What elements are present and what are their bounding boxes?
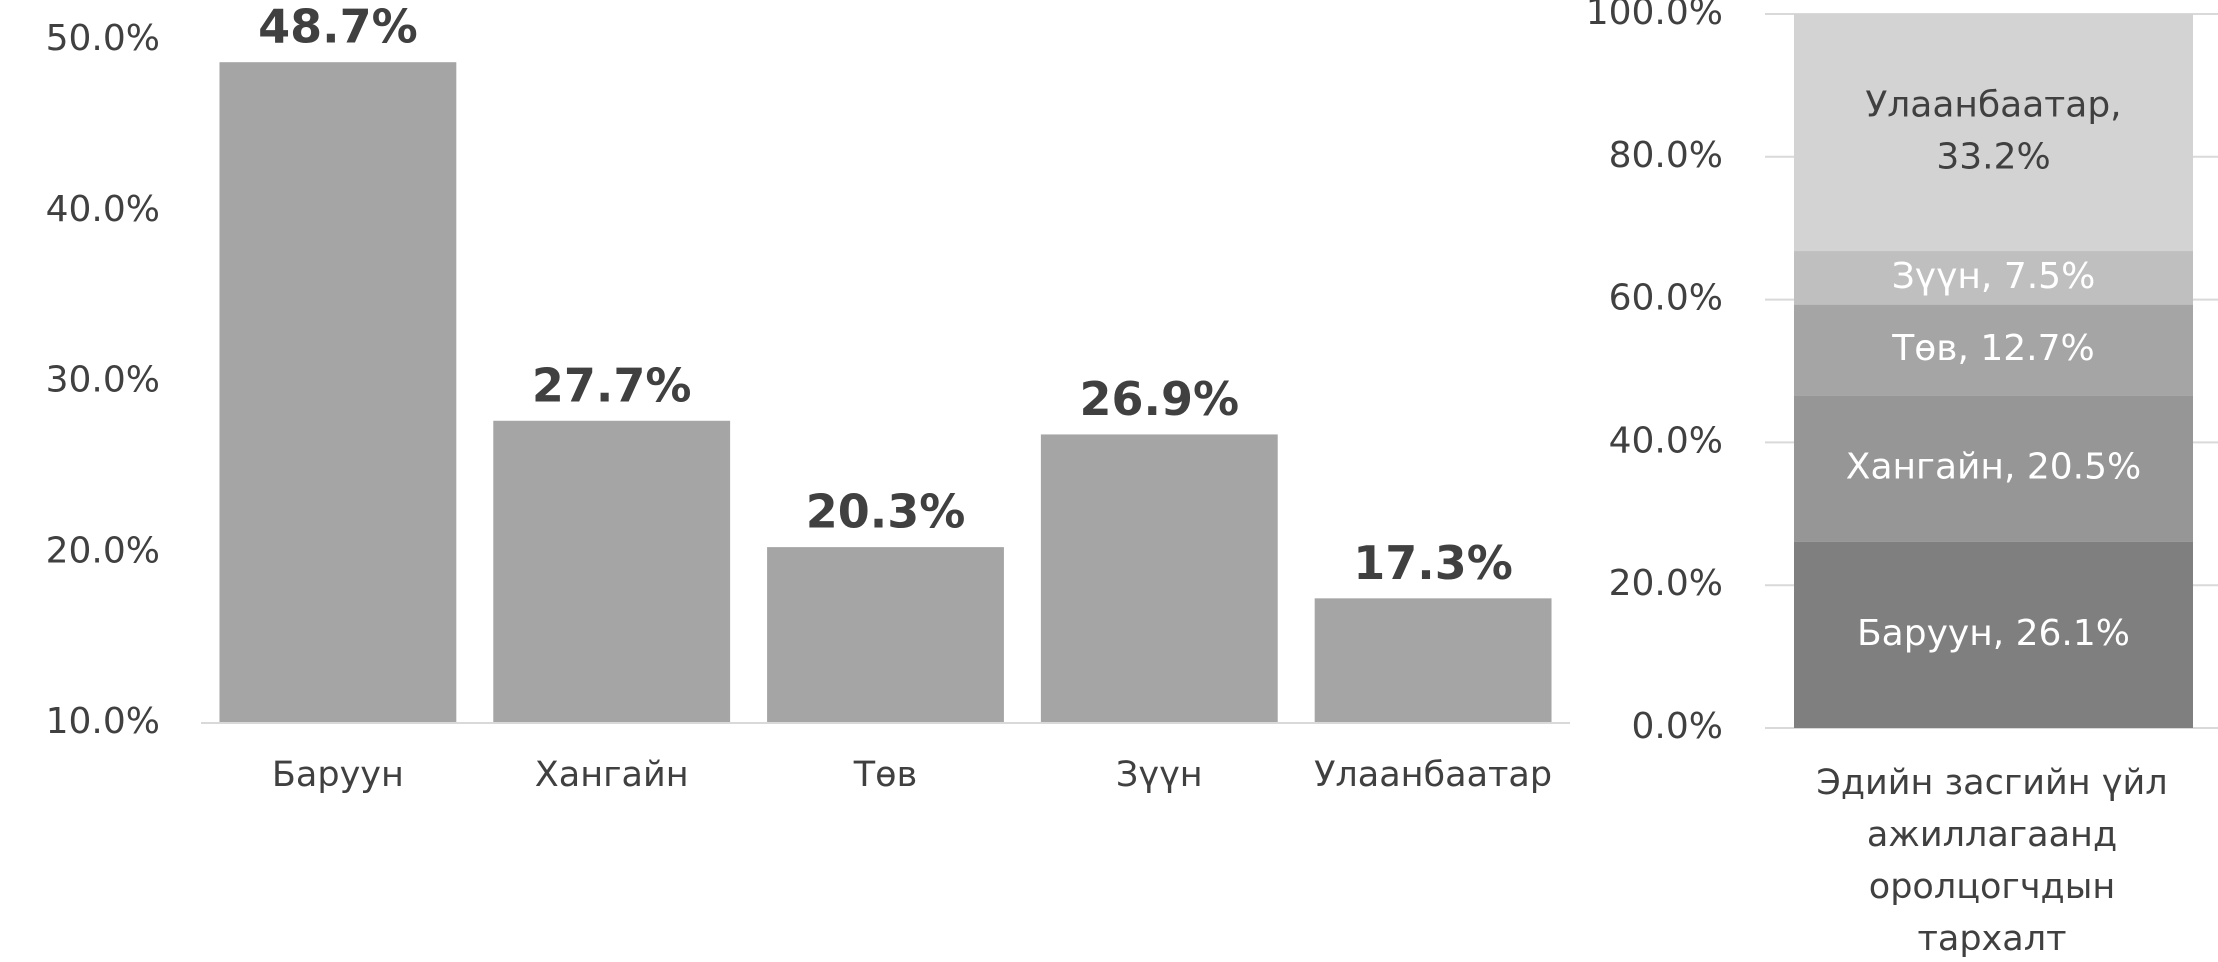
y-tick-label: 40.0% <box>46 189 160 230</box>
x-tick-label: Эдийн засгийн үйл ажиллагаанд оролцогчдын т… <box>1816 763 2167 959</box>
bar-segment <box>1794 14 2193 252</box>
bar <box>1314 598 1552 723</box>
y-tick-label: 20.0% <box>1609 563 1723 604</box>
segment-label: Зүүн, 7.5% <box>1892 256 2096 297</box>
y-tick-label: 100.0% <box>1586 0 1723 33</box>
y-tick-label: 40.0% <box>1609 420 1723 461</box>
y-tick-label: 80.0% <box>1609 135 1723 176</box>
segment-label: Төв, 12.7% <box>1891 328 2094 369</box>
segment-label: Улаанбаатар, 33.2% <box>1865 85 2121 178</box>
x-tick-label: Зүүн <box>1116 755 1203 795</box>
x-tick-label: Улаанбаатар <box>1314 755 1552 795</box>
y-tick-label: 50.0% <box>46 18 160 59</box>
bar <box>219 62 457 723</box>
y-tick-label: 20.0% <box>46 530 160 571</box>
data-label: 20.3% <box>806 485 966 539</box>
x-tick-label: Баруун <box>272 755 404 795</box>
segment-label: Баруун, 26.1% <box>1857 613 2130 654</box>
data-label: 27.7% <box>532 358 692 412</box>
y-tick-label: 0.0% <box>1632 706 1723 747</box>
data-label: 48.7% <box>258 0 418 54</box>
bar-segment <box>1794 251 2193 305</box>
data-label: 17.3% <box>1353 536 1513 590</box>
bar-segment <box>1794 395 2193 542</box>
y-tick-label: 60.0% <box>1609 278 1723 319</box>
y-tick-label: 30.0% <box>46 360 160 401</box>
x-tick-label: Хангайн <box>535 755 689 795</box>
bar-segment <box>1794 541 2193 728</box>
y-tick-label: 10.0% <box>46 701 160 742</box>
bar-segment <box>1794 304 2193 396</box>
x-tick-label: Төв <box>853 755 917 795</box>
bar <box>1040 434 1278 723</box>
bar <box>767 547 1004 723</box>
data-label: 26.9% <box>1080 372 1240 426</box>
bar <box>493 420 731 723</box>
segment-label: Хангайн, 20.5% <box>1846 446 2141 487</box>
